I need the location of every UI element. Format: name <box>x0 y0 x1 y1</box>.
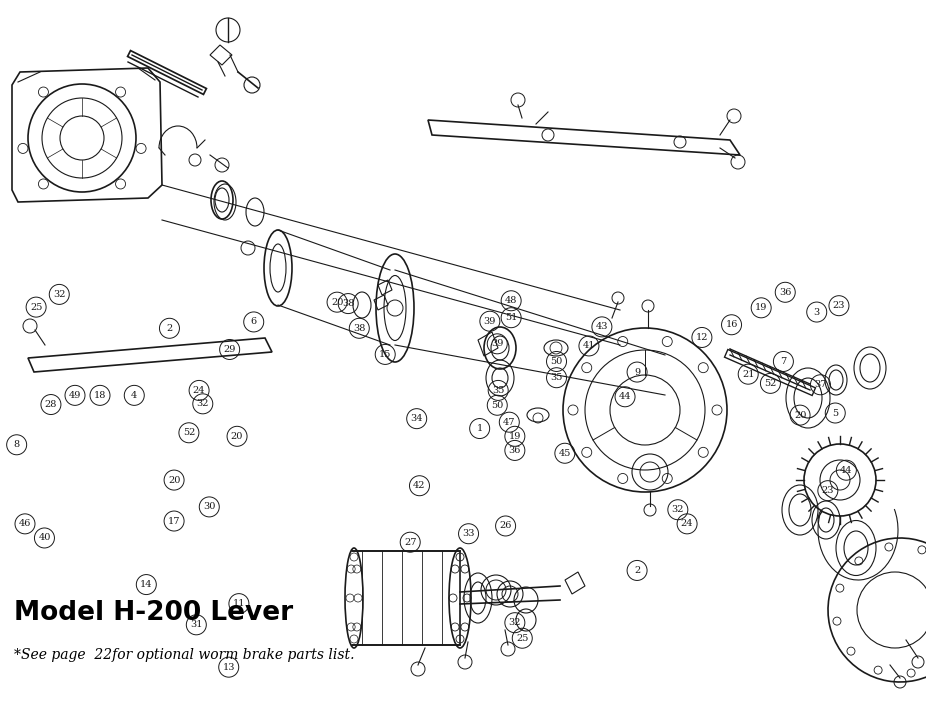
Text: 32: 32 <box>53 290 66 299</box>
Text: 47: 47 <box>503 418 516 426</box>
Text: 24: 24 <box>681 520 694 528</box>
Text: 43: 43 <box>595 323 608 331</box>
Text: 41: 41 <box>582 342 595 350</box>
Text: 23: 23 <box>832 301 845 310</box>
Text: 20: 20 <box>331 298 344 306</box>
Text: 46: 46 <box>19 520 31 528</box>
Text: 2: 2 <box>634 566 640 575</box>
Text: 39: 39 <box>483 317 496 325</box>
Text: 37: 37 <box>814 381 827 389</box>
Text: 50: 50 <box>491 401 504 409</box>
Text: 45: 45 <box>558 449 571 457</box>
Text: 13: 13 <box>222 663 235 671</box>
Text: 44: 44 <box>840 466 853 474</box>
Text: 36: 36 <box>779 288 792 297</box>
Text: 32: 32 <box>671 505 684 514</box>
Text: 11: 11 <box>232 599 245 608</box>
Text: 15: 15 <box>379 350 392 359</box>
Text: 24: 24 <box>193 386 206 395</box>
Text: 4: 4 <box>131 391 137 400</box>
Text: 50: 50 <box>550 357 563 366</box>
Text: 1: 1 <box>477 424 482 433</box>
Text: 42: 42 <box>413 481 426 490</box>
Text: 38: 38 <box>353 324 366 333</box>
Text: 38: 38 <box>342 299 355 308</box>
Text: 26: 26 <box>499 522 512 530</box>
Text: 23: 23 <box>821 486 834 495</box>
Text: 17: 17 <box>168 517 181 525</box>
Text: 35: 35 <box>492 386 505 395</box>
Text: 20: 20 <box>794 411 807 419</box>
Text: 19: 19 <box>508 432 521 441</box>
Text: 52: 52 <box>764 379 777 388</box>
Text: 36: 36 <box>508 446 521 455</box>
Text: *See page  22for optional worm brake parts list.: *See page 22for optional worm brake part… <box>14 648 355 662</box>
Text: Model H-200 Lever: Model H-200 Lever <box>14 600 294 626</box>
Text: 8: 8 <box>14 441 19 449</box>
Text: 35: 35 <box>550 373 563 382</box>
Text: 18: 18 <box>94 391 106 400</box>
Text: 30: 30 <box>203 503 216 511</box>
Text: 40: 40 <box>38 534 51 542</box>
Text: 25: 25 <box>516 634 529 642</box>
Text: 39: 39 <box>491 340 504 348</box>
Text: 32: 32 <box>196 400 209 408</box>
Text: 19: 19 <box>755 304 768 312</box>
Text: 20: 20 <box>168 476 181 484</box>
Text: 33: 33 <box>462 530 475 538</box>
Text: 14: 14 <box>140 580 153 589</box>
Text: 27: 27 <box>404 538 417 546</box>
Text: 48: 48 <box>505 297 518 305</box>
Text: 12: 12 <box>695 333 708 342</box>
Text: 49: 49 <box>69 391 81 400</box>
Text: 3: 3 <box>814 308 820 316</box>
Text: 7: 7 <box>781 357 786 366</box>
Text: 31: 31 <box>190 621 203 629</box>
Text: 2: 2 <box>167 324 172 333</box>
Text: 28: 28 <box>44 400 57 409</box>
Text: 25: 25 <box>30 303 43 311</box>
Text: 20: 20 <box>231 432 244 441</box>
Text: 34: 34 <box>410 414 423 423</box>
Text: 9: 9 <box>634 368 640 376</box>
Text: 6: 6 <box>251 318 257 326</box>
Text: 21: 21 <box>742 370 755 378</box>
Text: 29: 29 <box>223 345 236 354</box>
Text: 16: 16 <box>725 321 738 329</box>
Text: 5: 5 <box>832 409 838 417</box>
Text: 52: 52 <box>182 429 195 437</box>
Text: 44: 44 <box>619 393 632 401</box>
Text: 32: 32 <box>508 618 521 627</box>
Text: 51: 51 <box>505 313 518 322</box>
